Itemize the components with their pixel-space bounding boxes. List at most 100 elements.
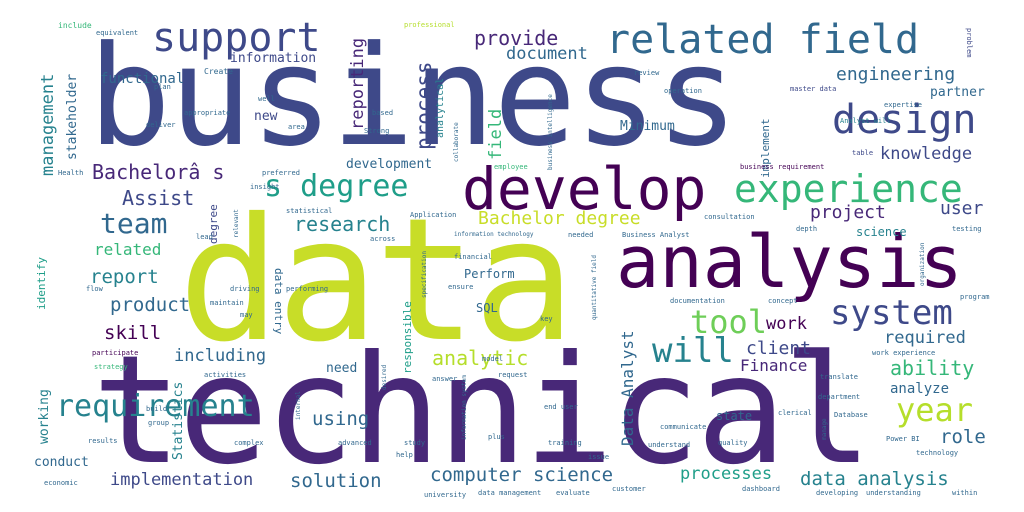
word-report: report (90, 266, 159, 288)
word-assist: Assist (122, 186, 195, 210)
word-product: product (110, 294, 191, 316)
word-activities: activities (204, 371, 247, 379)
word-related-field: related field (606, 17, 920, 63)
word-quantitative-field: quantitative field (591, 254, 598, 320)
word-translate: translate (820, 373, 858, 381)
word-will: will (652, 331, 734, 371)
word-expertise: expertise (884, 101, 922, 109)
word-data-entry: data entry (272, 268, 285, 335)
word-tool: tool (690, 303, 768, 341)
word-complex: complex (234, 439, 264, 447)
word-system: system (830, 293, 953, 333)
word-key: key (540, 315, 553, 323)
word-quality: quality (718, 439, 748, 447)
word-data: data (178, 182, 575, 380)
word-organization: organization (919, 242, 926, 286)
word-analytical: analytical (435, 77, 446, 138)
word-perform: Perform (464, 267, 515, 281)
word-user: user (940, 198, 984, 219)
word-advanced: advanced (338, 439, 372, 447)
word-review: review (634, 69, 660, 77)
word-well: well (258, 95, 275, 103)
word-state: state (716, 409, 753, 423)
word-working: working (37, 389, 52, 444)
word-including: including (174, 346, 267, 366)
word-build: build (146, 405, 168, 413)
word-customer: customer (612, 485, 646, 493)
word-database: Database (834, 411, 868, 419)
word-results: results (88, 437, 118, 445)
word-deliver: deliver (146, 121, 176, 129)
word-application: Application (410, 211, 457, 219)
word-department: department (818, 393, 861, 401)
word-processes: processes (680, 464, 773, 484)
word-study: study (404, 439, 426, 447)
word-support: support (152, 15, 321, 61)
word-program: program (960, 293, 990, 301)
word-documentation: documentation (670, 297, 725, 305)
word-bachelor-degree: Bachelor degree (478, 208, 641, 229)
word-experience: experience (734, 167, 963, 211)
word-may: may (240, 311, 253, 319)
word-appropriate: appropriate (184, 109, 231, 117)
word-finance: Finance (740, 356, 808, 375)
word-performing: performing (286, 285, 329, 293)
word-strong: Strong (364, 127, 390, 135)
word-analytic: analytic (432, 346, 529, 370)
word-master-data: master data (790, 85, 837, 93)
word-consultation: consultation (704, 213, 755, 221)
word-statistical: statistical (286, 207, 333, 215)
word-specification: specification (421, 251, 428, 298)
word-based: based (372, 109, 394, 117)
word-depth: depth (796, 225, 818, 233)
word-analysis: analysis (616, 220, 963, 304)
word-flow: flow (86, 285, 103, 293)
word-model: model (482, 355, 504, 363)
word-technical: technical (92, 324, 873, 498)
word-partner: partner (930, 85, 985, 100)
word-client: client (746, 338, 812, 359)
word-knowledge: knowledge (880, 144, 973, 164)
word-table: table (852, 149, 874, 157)
word-answer: answer (432, 375, 458, 383)
word-analyze: analyze (890, 381, 950, 397)
word-responsible: responsible (401, 301, 414, 374)
word-provide: provide (474, 26, 559, 50)
word-problem: problem (965, 28, 973, 58)
word-operation: operation (664, 87, 702, 95)
word-manage: manage (821, 418, 828, 440)
word-communicate: communicate (660, 423, 707, 431)
word-work: work (766, 314, 807, 334)
word-help: help (396, 451, 413, 459)
word-information-technology: information technology (454, 231, 534, 238)
word-computer-science: computer science (430, 464, 614, 486)
word-statistics: Statistics (171, 381, 186, 460)
word-using: using (312, 408, 370, 430)
word-document: document (506, 44, 588, 64)
word-end-user: end user (544, 403, 578, 411)
word-desired: desired (381, 364, 388, 390)
word-insight: insight (250, 183, 280, 191)
word-include: include (58, 21, 92, 30)
word-health: Health (58, 169, 84, 177)
word-engineering: engineering (836, 64, 956, 85)
word-developing: developing (816, 489, 859, 497)
word-reporting: reporting (348, 37, 368, 130)
word-science: science (856, 225, 907, 239)
word-stakeholder: stakeholder (65, 73, 80, 160)
word-plus: plus (488, 433, 505, 441)
word-technology: technology (916, 449, 959, 457)
word-equivalent: equivalent (96, 29, 139, 37)
word-evaluate: evaluate (556, 489, 590, 497)
word-employee: employee (494, 163, 528, 171)
word-implementation: implementation (110, 470, 254, 490)
word-need: need (326, 361, 358, 376)
word-project: project (810, 202, 886, 223)
word-financial: financial (454, 253, 492, 261)
word-bachelora-s: Bachelorâ s (92, 160, 225, 184)
word-driving: driving (230, 285, 260, 293)
word-skill: skill (104, 322, 162, 344)
word-develop: develop (462, 155, 707, 223)
word-information-system: information system (461, 374, 468, 440)
